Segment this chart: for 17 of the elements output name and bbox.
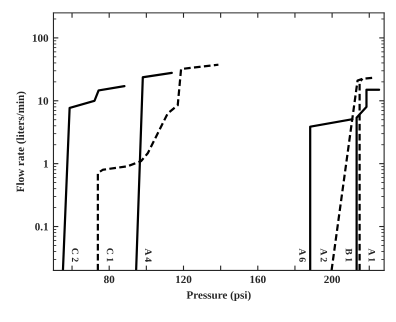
text: A 6	[299, 248, 306, 262]
x-tick-label: 200	[324, 276, 340, 284]
x-tick-label: 120	[176, 276, 192, 284]
text: B 1	[346, 248, 352, 262]
x-axis-title: Pressure (psi)	[186, 290, 251, 302]
text: A 2	[320, 248, 328, 262]
x-tick-label: 80	[104, 276, 114, 284]
y-tick-label: 100	[32, 34, 48, 42]
text: A 4	[145, 248, 152, 262]
y-tick-label: 1	[44, 160, 48, 168]
y-tick-label: 10	[38, 97, 48, 105]
text: A 1	[368, 248, 376, 262]
x-tick-label: 160	[250, 276, 266, 284]
y-axis-title: Flow rate (liters/min)	[16, 92, 26, 192]
text: C 1	[106, 248, 114, 262]
y-tick-label: 0.1	[35, 222, 48, 231]
text: C 2	[72, 248, 78, 262]
